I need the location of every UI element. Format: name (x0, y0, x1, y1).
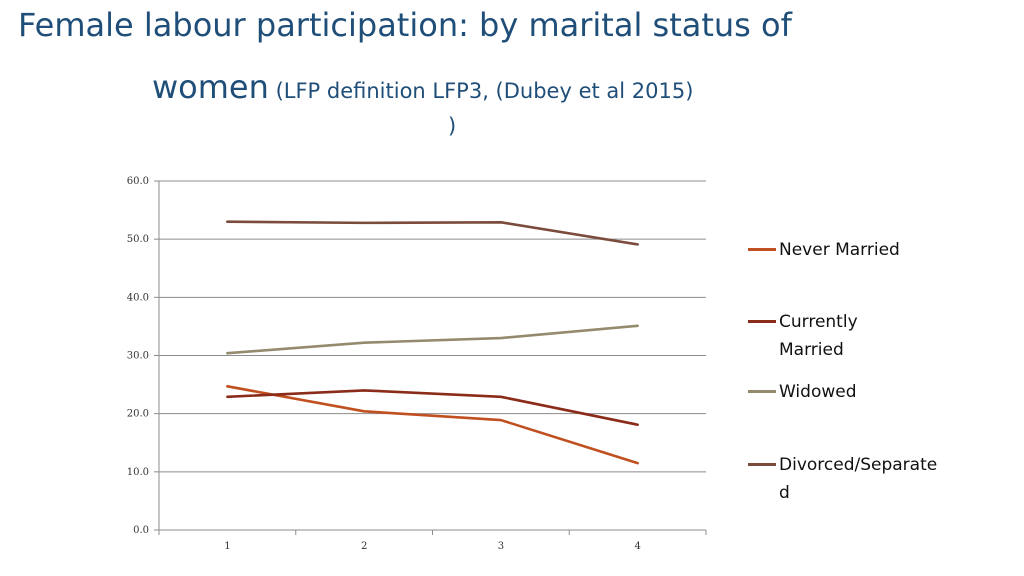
series-line-never-married (226, 385, 639, 465)
x-tick-label: 4 (634, 541, 640, 552)
series-line-divorced-separated (226, 220, 639, 246)
x-tick-label: 3 (498, 541, 504, 552)
y-tick-label: 40.0 (127, 292, 149, 303)
x-tick-label: 1 (224, 541, 230, 552)
series-line-widowed (226, 324, 639, 355)
legend-label-divorced-separated: Divorced/Separated (779, 455, 938, 503)
y-axis-ticks: 0.0 10.0 20.0 30.0 40.0 50.0 60.0 (127, 176, 159, 536)
y-tick-label: 50.0 (127, 234, 149, 245)
page-subtitle: women (LFP definition LFP3, (Dubey et al… (152, 68, 1012, 106)
x-tick-label: 2 (361, 541, 367, 552)
y-tick-label: 30.0 (127, 351, 149, 362)
subtitle-main: women (152, 68, 269, 106)
x-axis-ticks: 1 2 3 4 (158, 530, 707, 552)
page-title: Female labour participation: by marital … (18, 6, 792, 44)
series-line-currently-married (226, 389, 639, 427)
y-tick-label: 0.0 (133, 525, 149, 536)
legend-swatch-widowed (748, 390, 776, 393)
subtitle-note-end: ) (448, 114, 457, 138)
subtitle-note: (LFP definition LFP3, (Dubey et al 2015) (268, 79, 694, 103)
series-lines (226, 220, 639, 465)
legend-swatch-divorced-separated (748, 463, 776, 466)
legend-label-currently-married: Currently Married (779, 312, 858, 360)
y-tick-label: 60.0 (127, 176, 149, 187)
y-tick-label: 10.0 (127, 467, 149, 478)
gridlines (159, 180, 706, 473)
legend-swatch-never-married (748, 248, 776, 251)
legend-swatch-currently-married (748, 320, 776, 323)
legend-label-never-married: Never Married (779, 240, 900, 260)
y-tick-label: 20.0 (127, 409, 149, 420)
legend-label-widowed: Widowed (779, 382, 857, 402)
chart-legend: Never Married Currently Married Widowed … (744, 0, 1024, 576)
